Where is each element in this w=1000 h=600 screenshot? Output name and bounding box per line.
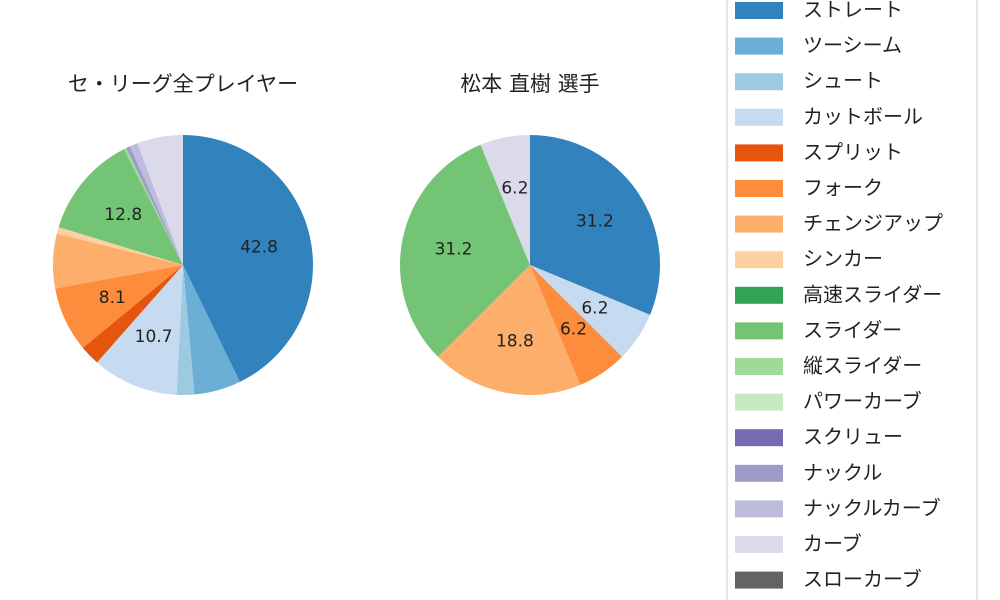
legend-label: スプリット (803, 140, 903, 164)
legend-swatch (735, 464, 783, 482)
value-label: 8.1 (99, 288, 126, 308)
legend-label: 高速スライダー (803, 282, 942, 306)
legend-label: スクリュー (803, 425, 903, 449)
chart-title: 松本 直樹 選手 (460, 72, 599, 96)
legend-swatch (735, 251, 783, 269)
pie-slice (82, 265, 183, 363)
legend-label: ツーシーム (803, 33, 902, 57)
legend-label: スローカーブ (803, 567, 922, 591)
value-label: 18.8 (496, 332, 534, 352)
legend-swatch (735, 2, 783, 19)
legend-swatch (735, 180, 783, 197)
value-label: 12.8 (104, 205, 142, 225)
legend-swatch (735, 500, 783, 518)
legend-label: ナックルカーブ (803, 496, 941, 520)
value-label: 31.2 (576, 212, 614, 232)
value-label: 6.2 (501, 178, 528, 198)
pie-slice (530, 265, 623, 385)
legend-swatch (735, 286, 783, 304)
pie-slice (176, 265, 195, 396)
legend-swatch (735, 37, 783, 55)
pie-slice (53, 233, 184, 289)
pie-slice (97, 265, 183, 395)
legend-swatch (735, 108, 783, 126)
legend-label: カーブ (803, 532, 862, 556)
chart-title: セ・リーグ全プレイヤー (68, 72, 298, 96)
value-label: 6.2 (581, 298, 608, 318)
legend-swatch (735, 536, 783, 553)
legend-swatch (735, 215, 783, 233)
value-label: 10.7 (135, 327, 173, 347)
pie-slice (126, 146, 183, 265)
pie-slice (530, 135, 660, 315)
legend-swatch (735, 429, 783, 447)
legend-label: 縦スライダー (803, 354, 922, 378)
pie-slice (129, 143, 183, 265)
value-label: 6.2 (560, 320, 587, 340)
legend-label: カットボール (803, 104, 923, 128)
legend-swatch (735, 144, 783, 162)
pie-slice (58, 149, 183, 265)
pie-slice (530, 265, 651, 357)
legend-label: スライダー (803, 318, 902, 342)
pie-slice (437, 265, 581, 395)
legend-box (726, 0, 978, 600)
legend-label: シンカー (803, 247, 883, 271)
value-label: 31.2 (435, 240, 473, 260)
pie-slice (123, 148, 183, 265)
legend-swatch (735, 73, 783, 91)
legend-label: シュート (803, 69, 883, 93)
legend-label: パワーカーブ (803, 389, 922, 413)
pie-slice (56, 227, 183, 265)
legend-swatch (735, 322, 783, 340)
legend-swatch (735, 358, 783, 375)
legend-label: ナックル (803, 460, 882, 484)
legend-swatch (735, 393, 783, 411)
pie-slice (183, 265, 240, 395)
legend-label: チェンジアップ (803, 211, 943, 235)
value-label: 42.8 (240, 238, 278, 258)
pie-slice (400, 144, 530, 357)
legend-swatch (735, 571, 783, 589)
pie-slice (183, 135, 313, 382)
legend-label: ストレート (803, 0, 903, 22)
pie-slice (137, 135, 183, 265)
legend-label: フォーク (803, 176, 883, 200)
pie-slice (480, 135, 530, 265)
pie-slice (55, 265, 183, 348)
